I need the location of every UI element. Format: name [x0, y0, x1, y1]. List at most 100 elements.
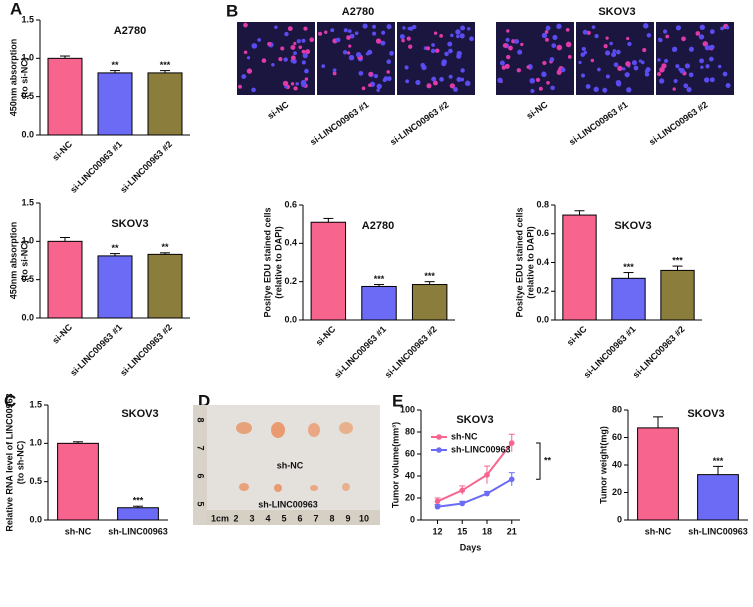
y-tick-label: 1.0 [29, 438, 42, 448]
cell-nucleus [686, 86, 692, 93]
cell-nucleus [347, 29, 352, 34]
cell-nucleus [274, 25, 278, 29]
cell-nucleus [698, 34, 705, 40]
x-tick-label: si-LINC00963 #2 [631, 324, 687, 380]
legend-label: sh-NC [451, 431, 478, 441]
y-axis-label: (relative to DAPI) [273, 226, 283, 299]
cell-nucleus [552, 34, 558, 41]
cell-nucleus [602, 87, 608, 93]
cell-nucleus [368, 71, 373, 77]
cell-nucleus [456, 34, 460, 39]
cell-nucleus [300, 79, 307, 86]
cell-nucleus [603, 44, 608, 49]
chart-title: SKOV3 [121, 408, 158, 420]
cell-nucleus [658, 37, 663, 43]
cell-nucleus [354, 31, 359, 36]
cell-nucleus [544, 30, 549, 34]
y-tick-label: 0.5 [29, 476, 42, 486]
bar [147, 253, 183, 319]
y-tick-label: 1.5 [29, 399, 42, 409]
point [484, 490, 490, 497]
cell-nucleus [624, 72, 630, 78]
ruler-label: 3 [249, 513, 254, 523]
y-tick-label: 0.4 [536, 257, 549, 267]
microscopy-image [656, 22, 734, 95]
cell-nucleus [386, 24, 392, 30]
cell-nucleus [408, 26, 414, 31]
y-axis-label: (to si-NC) [19, 57, 29, 98]
bar [117, 507, 159, 521]
cell-nucleus [367, 49, 373, 55]
cell-nucleus [578, 60, 582, 65]
cell-nucleus [284, 31, 289, 37]
cell-nucleus [681, 36, 686, 42]
cell-nucleus [497, 77, 503, 83]
cell-nucleus [535, 77, 541, 82]
y-tick-label: 60 [405, 448, 415, 458]
bar [310, 221, 347, 321]
cell-nucleus [700, 65, 704, 69]
y-tick-label: 40 [612, 459, 622, 469]
significance-label: ** [111, 243, 119, 253]
cell-nucleus [381, 30, 386, 35]
cell-nucleus [302, 53, 308, 59]
ruler-label: 6 [297, 513, 302, 523]
cell-nucleus [499, 60, 505, 66]
cell-nucleus [450, 33, 454, 38]
significance-bracket [536, 442, 541, 480]
cell-nucleus [283, 57, 288, 62]
cell-nucleus [382, 78, 387, 83]
cell-nucleus [556, 69, 562, 75]
cell-nucleus [430, 48, 436, 54]
cell-nucleus [638, 59, 642, 63]
y-axis-label: Positye EDU stained cells [262, 207, 272, 317]
significance-label: *** [672, 255, 683, 265]
cell-nucleus [541, 32, 548, 39]
cell-nucleus [346, 35, 351, 40]
point [459, 500, 466, 507]
y-tick-label: 0.2 [284, 276, 297, 286]
bar [361, 285, 397, 321]
cell-nucleus [699, 58, 704, 64]
cell-nucleus [293, 86, 298, 91]
cell-nucleus [625, 61, 631, 67]
cell-nucleus [433, 80, 438, 86]
y-axis-label: Relative RNA level of LINC00963 [4, 393, 14, 531]
cell-nucleus [304, 77, 309, 81]
y-tick-label: 100 [400, 404, 415, 414]
x-tick-label: sh-LINC00963 [688, 526, 748, 536]
cell-nucleus [514, 38, 520, 44]
y-tick-label: 0.6 [284, 199, 297, 209]
cell-nucleus [556, 44, 563, 51]
cell-nucleus [646, 33, 652, 38]
cell-nucleus [626, 87, 632, 93]
y-tick-label: 20 [612, 487, 622, 497]
tumor [310, 485, 318, 491]
x-tick-label: si-NC [565, 324, 589, 348]
cell-nucleus [375, 38, 382, 44]
cell-nucleus [617, 65, 623, 72]
cell-nucleus [342, 50, 348, 55]
cell-nucleus [538, 86, 543, 91]
image-group-title: SKOV3 [598, 6, 635, 18]
series-line [437, 478, 513, 508]
cell-nucleus [529, 77, 536, 84]
cell-nucleus [290, 55, 296, 61]
image-label: si-NC [266, 99, 291, 121]
cell-nucleus [659, 78, 665, 84]
cell-nucleus [565, 28, 570, 32]
cell-nucleus [688, 72, 694, 78]
cell-nucleus [361, 86, 366, 91]
cell-nucleus [675, 25, 682, 31]
bar [637, 427, 679, 521]
bar [97, 255, 133, 319]
cell-nucleus [657, 58, 661, 62]
cell-nucleus [627, 41, 632, 47]
y-axis-label: Tumor weight(mg) [598, 426, 608, 504]
cell-nucleus [530, 88, 535, 94]
cell-nucleus [399, 34, 405, 40]
cell-nucleus [380, 40, 386, 46]
cell-nucleus [376, 88, 380, 93]
y-tick-label: 1.0 [21, 53, 34, 63]
cell-nucleus [526, 65, 530, 69]
